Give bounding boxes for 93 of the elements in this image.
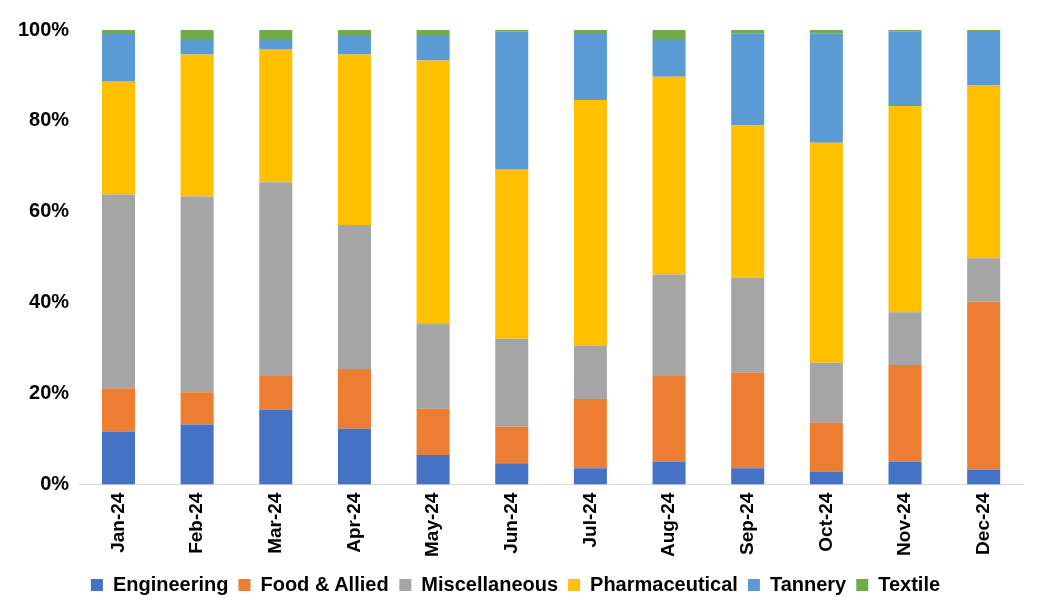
bar [652,39,686,77]
x-tick-label: Aug-24 [657,492,679,557]
bar [101,194,135,389]
bar [967,301,1001,470]
bar [416,30,450,36]
bar [416,324,450,409]
bar [573,399,607,469]
bar [809,362,843,423]
bar [337,428,371,485]
x-tick-label: Jun-24 [499,492,521,554]
bar [259,375,293,410]
x-tick-label: Dec-24 [971,492,993,555]
y-tick-label: 80% [29,108,70,131]
bar [888,105,922,313]
bar [337,54,371,226]
bar [416,60,450,325]
legend-label: Food & Allied [260,572,389,595]
bar [259,30,293,40]
x-tick-label: Apr-24 [342,492,364,553]
y-tick-label: 100% [18,17,70,40]
bar [731,30,765,34]
bar [180,392,214,425]
bar [652,76,686,275]
bar [573,468,607,485]
bar [101,80,135,195]
bar [101,34,135,81]
bar [652,375,686,462]
bar [967,469,1001,485]
y-tick-label: 20% [29,381,70,404]
bar [731,33,765,126]
bar [888,31,922,106]
bar [180,196,214,393]
x-tick-label: Nov-24 [893,492,915,556]
bar [259,409,293,485]
bar [731,468,765,485]
legend-label: Pharmaceutical [590,572,738,595]
x-tick-label: Mar-24 [264,492,286,554]
bar [573,34,607,101]
bar [731,277,765,373]
bar [888,365,922,462]
bar [101,30,135,35]
legend-label: Tannery [769,572,848,595]
bar [967,30,1001,85]
bar [809,422,843,472]
x-tick-label: Jul-24 [578,492,600,548]
bar [888,312,922,366]
bar [416,408,450,456]
bar [180,30,214,40]
x-tick-label: Jan-24 [106,492,128,553]
bar [180,39,214,55]
bar [809,33,843,143]
bar [259,182,293,376]
bar [337,225,371,370]
bar [337,30,371,36]
bar [573,345,607,400]
bar [809,30,843,34]
legend-label: Textile [878,572,941,595]
bar [652,461,686,485]
bar [652,274,686,376]
bar [337,35,371,55]
bar [731,125,765,278]
bar [731,372,765,469]
legend-label: Engineering [112,572,229,595]
bar [967,258,1001,302]
bar [967,85,1001,259]
bar [573,100,607,346]
x-tick-label: Oct-24 [814,492,836,552]
bar [180,54,214,197]
bar [495,31,529,170]
x-tick-label: May-24 [421,492,443,557]
bar [101,388,135,432]
bar [337,369,371,429]
bar [259,49,293,183]
bar [495,463,529,485]
bar [888,461,922,485]
bar [652,30,686,40]
bar [180,424,214,485]
bar [101,431,135,485]
bar [416,35,450,61]
bar [495,338,529,427]
y-tick-label: 40% [29,290,70,313]
y-tick-label: 60% [29,199,70,222]
legend-label: Miscellaneous [421,572,559,595]
x-tick-label: Sep-24 [735,492,757,555]
bar [416,455,450,485]
y-tick-label: 0% [40,472,70,495]
x-tick-label: Feb-24 [185,492,207,554]
bar [495,426,529,464]
bar [573,30,607,35]
bar [809,142,843,363]
bar [809,471,843,485]
bar [259,40,293,50]
bar [495,169,529,339]
